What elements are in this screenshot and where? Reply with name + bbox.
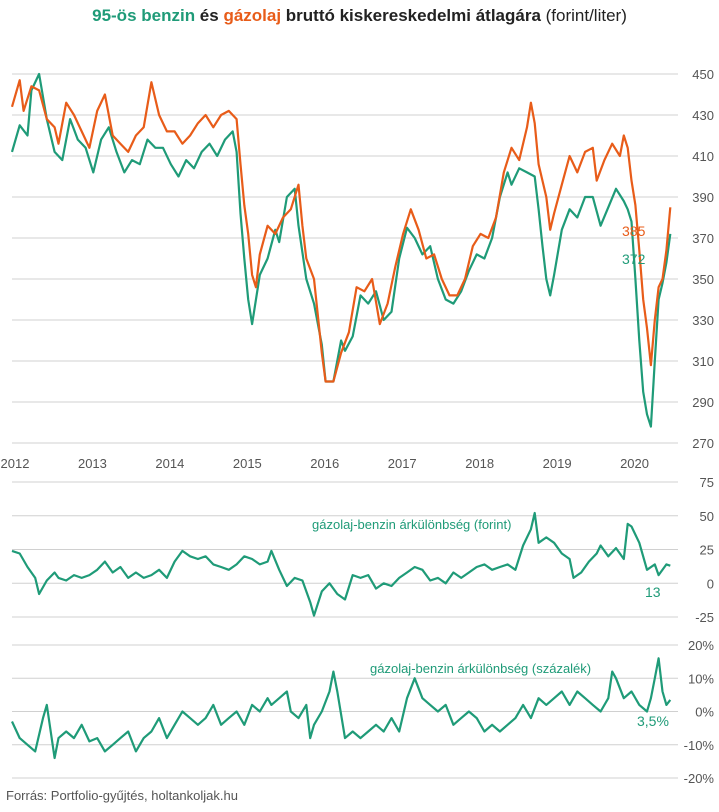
- y-tick-label: 350: [692, 272, 714, 287]
- y-tick-label: -10%: [684, 738, 715, 753]
- title-benzin: 95-ös benzin: [92, 6, 196, 25]
- y-tick-label: 370: [692, 231, 714, 246]
- y-tick-label: 20%: [688, 638, 714, 653]
- series-line: [10, 79, 672, 383]
- y-tick-label: 410: [692, 149, 714, 164]
- price-panel: 450 430 410 390 370 350 330 310 290 270 2012 2013 20…: [1, 67, 714, 471]
- page-title: 95-ös benzin és gázolaj bruttó kiskeresk…: [0, 6, 719, 26]
- y-tick-label: 50: [700, 509, 714, 524]
- y-tick-label: 270: [692, 436, 714, 451]
- title-gazolaj: gázolaj: [223, 6, 282, 25]
- title-connector: és: [195, 6, 224, 25]
- difference-forint-panel: 75 50 25 0 -25 gázolaj-benzin árkülönbség (fo…: [11, 475, 714, 625]
- x-tick-label: 2012: [1, 456, 30, 471]
- y-tick-label: 450: [692, 67, 714, 82]
- x-tick-label: 2017: [388, 456, 417, 471]
- source-note: Forrás: Portfolio-gyűjtés, holtankoljak.…: [6, 788, 238, 803]
- y-tick-label: 0: [707, 576, 714, 591]
- y-tick-label: 430: [692, 108, 714, 123]
- percent-end-label: 3,5%: [637, 713, 669, 729]
- series-line: [10, 72, 672, 428]
- x-tick-label: 2019: [543, 456, 572, 471]
- y-tick-label: 0%: [695, 705, 714, 720]
- y-tick-label: 25: [700, 543, 714, 558]
- y-tick-label: 290: [692, 395, 714, 410]
- x-tick-label: 2018: [465, 456, 494, 471]
- x-tick-label: 2016: [310, 456, 339, 471]
- x-tick-label: 2020: [620, 456, 649, 471]
- x-tick-label: 2015: [233, 456, 262, 471]
- diesel-end-label: 385: [622, 223, 646, 239]
- y-tick-label: -20%: [684, 771, 715, 786]
- y-tick-label: 75: [700, 475, 714, 490]
- y-tick-label: 10%: [688, 671, 714, 686]
- series-line: [11, 657, 672, 760]
- difference-percent-panel: 20% 10% 0% -10% -20% gázolaj-benzin árkülönbs…: [11, 638, 715, 786]
- y-tick-label: 390: [692, 190, 714, 205]
- y-tick-label: -25: [695, 610, 714, 625]
- series-line: [11, 511, 671, 617]
- x-tick-label: 2013: [78, 456, 107, 471]
- forint-end-label: 13: [645, 584, 661, 600]
- y-tick-label: 330: [692, 313, 714, 328]
- y-tick-label: 310: [692, 354, 714, 369]
- percent-panel-title: gázolaj-benzin árkülönbség (százalék): [370, 661, 591, 676]
- benzin-end-label: 372: [622, 251, 646, 267]
- title-description: bruttó kiskereskedelmi átlagára: [281, 6, 541, 25]
- title-unit: (forint/liter): [540, 6, 627, 25]
- x-tick-label: 2014: [155, 456, 184, 471]
- forint-panel-title: gázolaj-benzin árkülönbség (forint): [312, 517, 511, 532]
